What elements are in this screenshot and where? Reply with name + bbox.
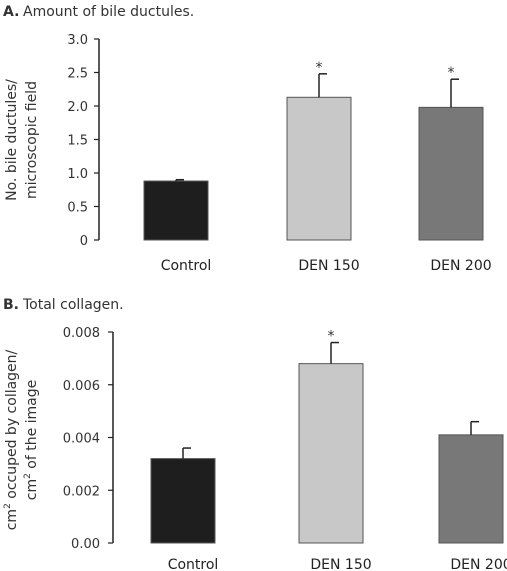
panel-b-ylabel-line2: cm2 of the image: [23, 380, 40, 501]
panel-b-ytick-label: 0.004: [63, 432, 100, 447]
panel-a-bar: [286, 96, 352, 241]
panel-a-ytick-label: 0.5: [67, 201, 88, 216]
panel-a-ylabel-line1: No. bile ductules/: [4, 79, 20, 201]
panel-a-ytick-label: 1.0: [67, 167, 88, 182]
panel-b-ytick-label: 0.008: [63, 326, 100, 341]
panel-b-plot: 0.00 0.002 0.004 0.006 0.008 Control * DEN 150 D…: [63, 326, 507, 571]
panel-a-bar: [418, 106, 484, 241]
panel-a-significance-marker: *: [316, 60, 323, 76]
panel-b-category-label: Control: [168, 557, 219, 571]
panel-b-bar: [150, 458, 216, 544]
panel-a-ytick-label: 2.0: [67, 100, 88, 115]
panel-a-plot: 0 0.5 1.0 1.5 2.0 2.5 3.0 Control * DEN 150 * DEN 2…: [67, 33, 491, 274]
panel-b-title: Total collagen.: [22, 297, 124, 313]
panel-b-ytick-label: 0.002: [63, 484, 100, 499]
panel-a-ytick-label: 1.5: [67, 134, 88, 149]
panel-b-bar: [438, 434, 504, 544]
panel-a-ytick-label: 3.0: [67, 33, 88, 48]
panel-b-ytick-label: 0.00: [71, 537, 100, 552]
panel-a-ytick-label: 2.5: [67, 67, 88, 82]
panel-b-significance-marker: *: [328, 329, 335, 345]
panel-a-significance-marker: *: [448, 65, 455, 81]
panel-b-label: B.: [3, 297, 19, 313]
panel-a-category-label: DEN 200: [430, 258, 491, 274]
panel-b-category-label: DEN 150: [310, 557, 371, 571]
panel-a-label: A.: [3, 4, 19, 20]
panel-a-bar: [143, 180, 209, 241]
panel-a-ytick-label: 0: [80, 234, 88, 249]
panel-a-category-label: DEN 150: [298, 258, 359, 274]
panel-b-ytick-label: 0.006: [63, 379, 100, 394]
panel-b-bar: [298, 363, 364, 544]
panel-a-ylabel-line2: microscopic field: [24, 81, 40, 199]
panel-a-category-label: Control: [161, 258, 212, 274]
panel-b-ylabel-line1: cm2 occuped by collagen/: [3, 349, 20, 530]
panel-a-title: Amount of bile ductules.: [23, 4, 194, 20]
panel-b-category-label: DEN 200: [450, 557, 507, 571]
